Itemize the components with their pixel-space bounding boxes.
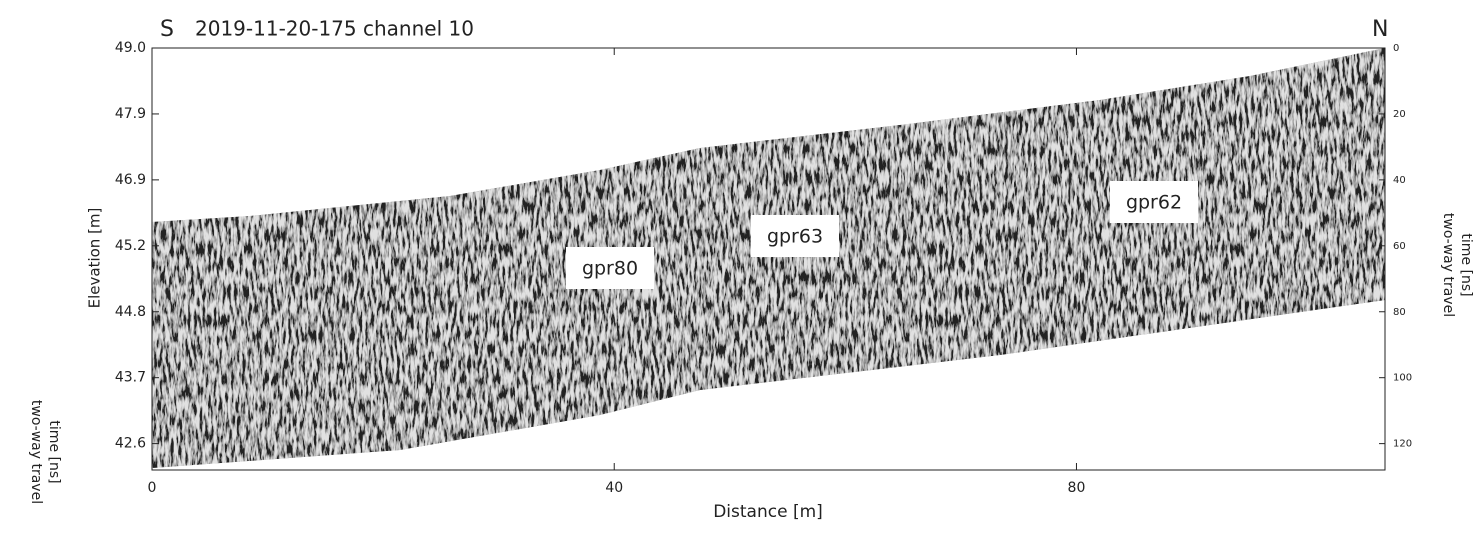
y2-tick-label: 120 bbox=[1393, 439, 1412, 450]
x-tick-label: 80 bbox=[1068, 480, 1086, 496]
annotation-text: gpr80 bbox=[582, 258, 638, 280]
annotation-box bbox=[1110, 181, 1198, 223]
plot-frame bbox=[151, 47, 1386, 471]
y2-label-line: two-way travel bbox=[1440, 213, 1456, 317]
y-tick-label: 44.8 bbox=[115, 304, 146, 320]
annotation-text: gpr62 bbox=[1126, 192, 1182, 214]
x-axis-label: Distance [m] bbox=[713, 502, 823, 522]
y2-tick-label: 100 bbox=[1393, 373, 1412, 384]
side-label: two-way travel time [ns] bbox=[28, 400, 62, 504]
side-label-line: two-way travel bbox=[28, 400, 44, 504]
annotation: gpr80 gpr63 gpr62 bbox=[566, 181, 1198, 289]
y-tick-label: 42.6 bbox=[115, 436, 146, 452]
y2-tick-label: 20 bbox=[1393, 109, 1406, 120]
y2-label-line: time [ns] bbox=[1458, 233, 1474, 296]
x-tick-label: 40 bbox=[605, 480, 623, 496]
direction-north: N bbox=[1372, 17, 1388, 42]
y2-axis-label: two-way travel time [ns] bbox=[1440, 213, 1474, 317]
chart-title: 2019-11-20-175 channel 10 bbox=[195, 17, 474, 41]
y2-tick-label: 80 bbox=[1393, 307, 1406, 318]
radargram-image bbox=[152, 48, 1385, 468]
y-tick-label: 45.2 bbox=[115, 238, 146, 254]
annotation-text: gpr63 bbox=[767, 226, 823, 248]
direction-south: S bbox=[160, 17, 174, 42]
y2-tick-label: 40 bbox=[1393, 175, 1406, 186]
y-tick-label: 49.0 bbox=[115, 40, 146, 56]
side-label-line: time [ns] bbox=[46, 420, 62, 483]
annotation-box bbox=[566, 247, 654, 289]
y-tick-label: 46.9 bbox=[115, 172, 146, 188]
y2-tick-label: 0 bbox=[1393, 43, 1399, 54]
y2-tick-label: 60 bbox=[1393, 241, 1406, 252]
y-tick-label: 43.7 bbox=[115, 370, 146, 386]
x-tick-label: 0 bbox=[148, 480, 157, 496]
y-tick-label: 47.9 bbox=[115, 106, 146, 122]
annotation-box bbox=[751, 215, 839, 257]
y-axis-label: Elevation [m] bbox=[86, 208, 104, 309]
